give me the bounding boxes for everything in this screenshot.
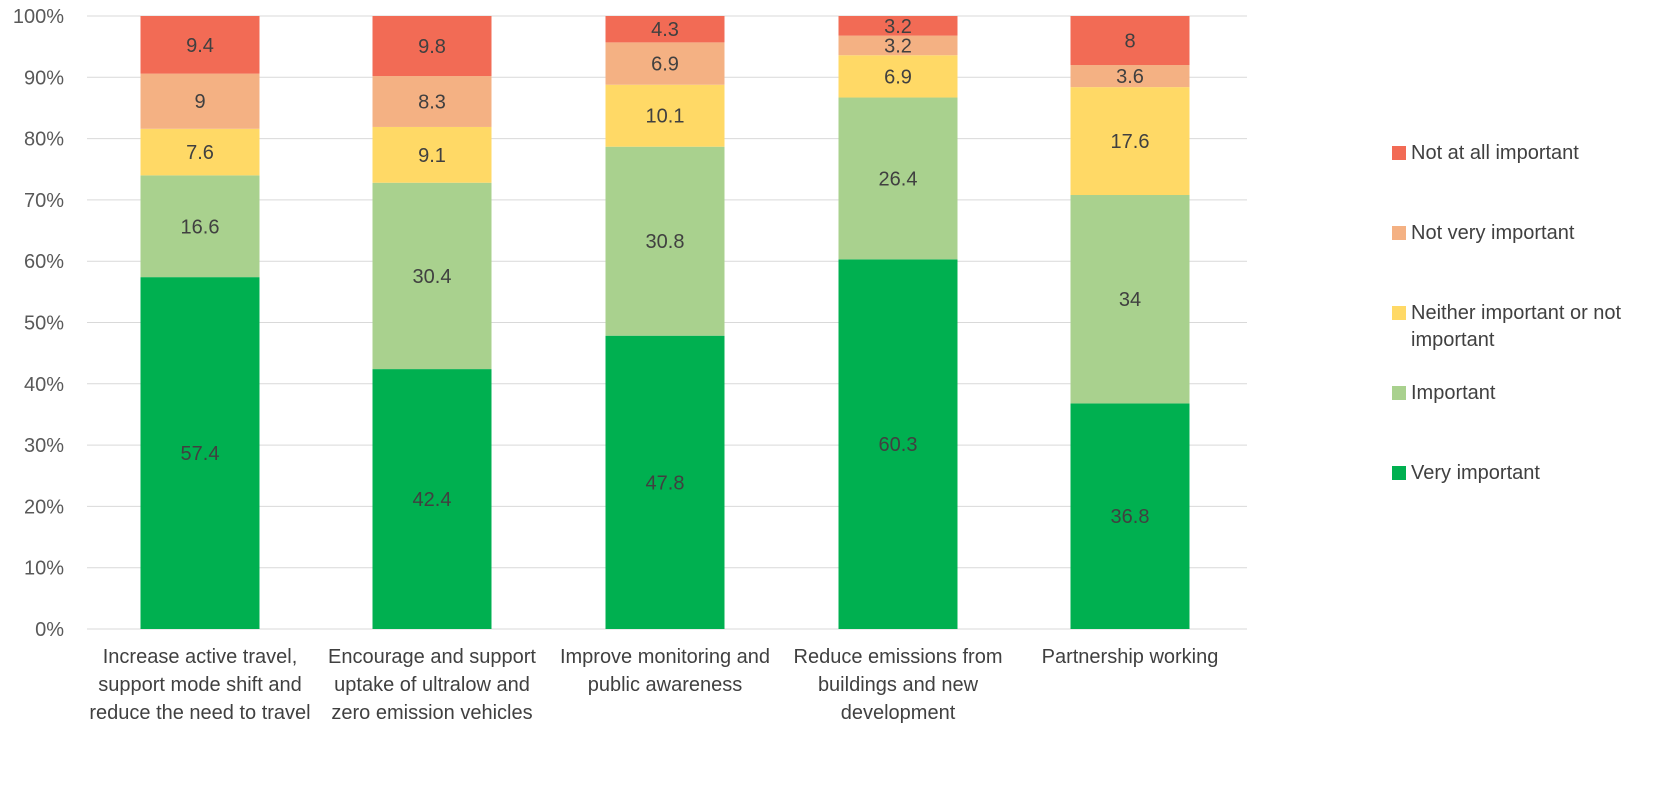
data-label: 8: [1124, 31, 1135, 53]
data-label: 9.1: [418, 145, 446, 167]
data-label: 30.8: [646, 231, 685, 253]
bar-segment: [1070, 403, 1190, 629]
bar-segment: [140, 16, 260, 74]
x-category-label: Improve monitoring and public awareness: [559, 646, 771, 696]
bar-segment: [140, 128, 260, 176]
data-label: 36.8: [1111, 506, 1150, 528]
legend-swatch: [1392, 146, 1406, 160]
legend-swatch: [1392, 466, 1406, 480]
bar-segment: [605, 335, 725, 629]
y-tick-label: 100%: [13, 6, 64, 28]
data-label: 6.9: [884, 66, 912, 88]
legend-label: Not very important: [1411, 222, 1575, 244]
bar-segment: [372, 16, 492, 77]
bar-segment: [140, 175, 260, 278]
bar-segment: [372, 369, 492, 629]
x-category-label: Partnership working: [1041, 646, 1219, 668]
data-label: 42.4: [413, 489, 452, 511]
data-label: 57.4: [181, 443, 220, 465]
bar-segment: [372, 182, 492, 370]
data-label: 6.9: [651, 54, 679, 76]
data-label: 3.2: [884, 16, 912, 38]
legend-label: Very important: [1411, 462, 1540, 484]
bar-segment: [605, 146, 725, 336]
bar-segment: [838, 16, 958, 36]
bar-segment: [605, 42, 725, 85]
data-label: 4.3: [651, 19, 679, 41]
x-category-label: Increase active travel, support mode shi…: [89, 646, 311, 724]
bar-segment: [1070, 194, 1190, 404]
legend-swatch: [1392, 226, 1406, 240]
legend-label: Not at all important: [1411, 142, 1579, 164]
y-tick-label: 70%: [24, 190, 64, 212]
legend-swatch: [1392, 306, 1406, 320]
data-label: 7.6: [186, 142, 214, 164]
y-tick-label: 40%: [24, 374, 64, 396]
y-tick-label: 0%: [35, 619, 64, 641]
data-label: 34: [1119, 289, 1141, 311]
data-label: 3.2: [884, 35, 912, 57]
data-label: 26.4: [879, 168, 918, 190]
data-label: 17.6: [1111, 131, 1150, 153]
legend-label: Neither important or not important: [1411, 302, 1622, 351]
bar-segment: [1070, 16, 1190, 66]
data-label: 30.4: [413, 266, 452, 288]
bar-segment: [838, 35, 958, 56]
y-tick-label: 60%: [24, 251, 64, 273]
legend-item: Not at all important: [1392, 140, 1662, 167]
x-category-label: Reduce emissions from buildings and new …: [793, 646, 1003, 724]
y-tick-label: 10%: [24, 558, 64, 580]
bar-segment: [605, 16, 725, 43]
data-label: 9: [194, 91, 205, 113]
legend-label: Important: [1411, 382, 1496, 404]
legend-swatch: [1392, 386, 1406, 400]
y-tick-label: 50%: [24, 313, 64, 335]
legend-item: Very important: [1392, 460, 1662, 487]
bar-segment: [140, 73, 260, 129]
bar-segment: [838, 97, 958, 260]
y-tick-label: 90%: [24, 67, 64, 89]
y-tick-label: 20%: [24, 496, 64, 518]
y-tick-label: 30%: [24, 435, 64, 457]
data-label: 60.3: [879, 434, 918, 456]
legend-item: Not very important: [1392, 220, 1662, 247]
bar-segment: [605, 84, 725, 147]
data-label: 8.3: [418, 92, 446, 114]
bar-segment: [372, 76, 492, 127]
bar-segment: [838, 259, 958, 629]
legend-item: Important: [1392, 380, 1662, 407]
data-label: 10.1: [646, 106, 685, 128]
bar-segment: [372, 126, 492, 183]
legend-item: Neither important or not important: [1392, 300, 1662, 354]
data-label: 9.8: [418, 36, 446, 58]
data-label: 9.4: [186, 35, 214, 57]
bar-segment: [1070, 65, 1190, 88]
y-tick-label: 80%: [24, 129, 64, 151]
bar-segment: [1070, 87, 1190, 195]
data-label: 16.6: [181, 216, 220, 238]
data-label: 47.8: [646, 472, 685, 494]
x-category-label: Encourage and support uptake of ultralow…: [328, 646, 536, 724]
bar-segment: [140, 277, 260, 629]
data-label: 3.6: [1116, 66, 1144, 88]
bar-segment: [838, 55, 958, 98]
